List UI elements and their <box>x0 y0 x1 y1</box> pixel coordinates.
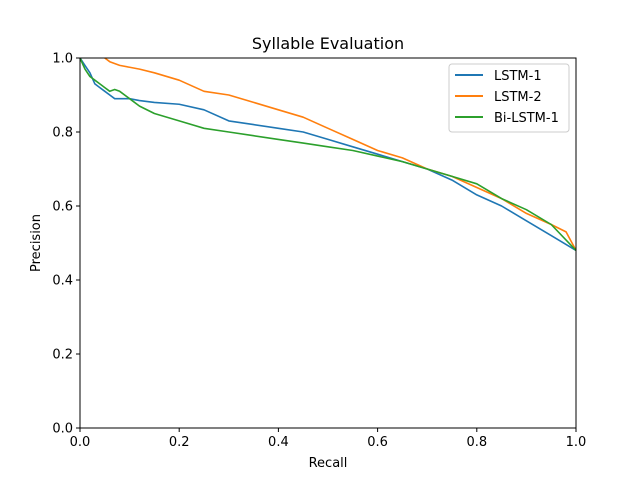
series-line-lstm-1 <box>79 57 577 252</box>
y-tick-label: 0.2 <box>52 348 73 363</box>
x-tick-label: 0.4 <box>268 435 289 450</box>
legend-label: LSTM-1 <box>494 69 542 84</box>
legend-box <box>448 63 570 133</box>
legend: LSTM-1 LSTM-2 Bi-LSTM-1 <box>448 63 570 133</box>
plot-border <box>79 57 577 429</box>
y-tick-label: 0.0 <box>52 422 73 437</box>
y-tick-label: 0.8 <box>52 126 73 141</box>
x-tick-label: 0.2 <box>169 435 190 450</box>
legend-label: Bi-LSTM-1 <box>494 111 559 126</box>
y-axis: 0.0 0.2 0.4 0.6 0.8 1.0 <box>52 52 80 437</box>
y-tick-label: 0.6 <box>52 200 73 215</box>
x-tick-label: 0.0 <box>70 435 91 450</box>
y-axis-label: Precision <box>29 214 44 272</box>
series-line-bi-lstm-1 <box>79 57 577 251</box>
x-tick-label: 0.8 <box>466 435 487 450</box>
x-axis: 0.0 0.2 0.4 0.6 0.8 1.0 <box>70 428 587 450</box>
x-tick-label: 0.6 <box>367 435 388 450</box>
series-layer <box>79 57 577 252</box>
x-axis-label: Recall <box>309 456 348 471</box>
chart-title: Syllable Evaluation <box>252 34 404 53</box>
legend-label: LSTM-2 <box>494 90 542 105</box>
y-tick-label: 0.4 <box>52 274 73 289</box>
x-tick-label: 1.0 <box>566 435 587 450</box>
y-tick-label: 1.0 <box>52 52 73 67</box>
legend-items: LSTM-1 LSTM-2 Bi-LSTM-1 <box>455 69 559 126</box>
